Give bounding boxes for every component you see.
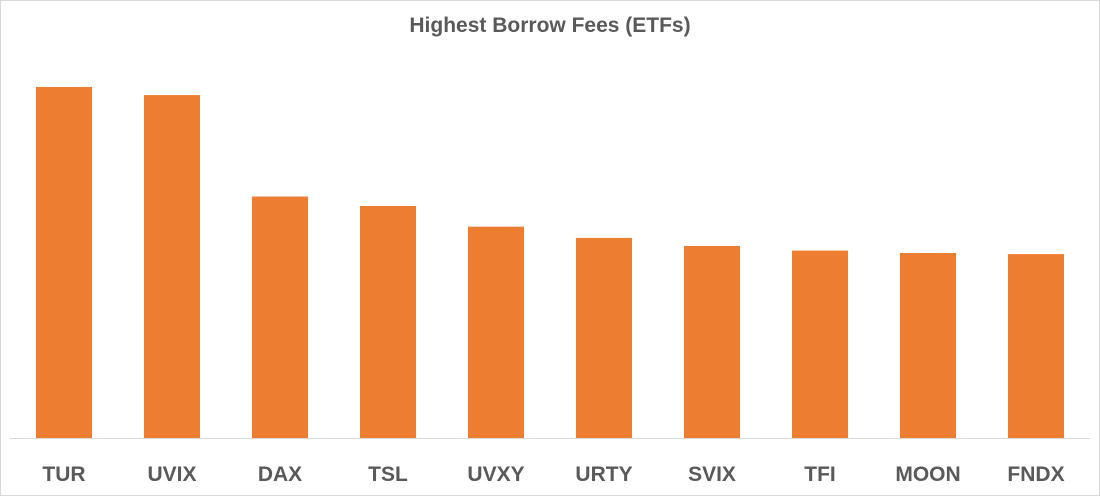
- bar-tsl: [360, 206, 416, 438]
- x-tick-label-svix: SVIX: [688, 463, 736, 486]
- bar-uvxy: [468, 226, 524, 438]
- bar-moon: [900, 253, 956, 438]
- x-tick-label-tfi: TFI: [804, 463, 836, 486]
- bars-group: [36, 87, 1064, 438]
- x-tick-label-dax: DAX: [258, 463, 302, 486]
- bar-tur: [36, 87, 92, 438]
- x-tick-label-urty: URTY: [575, 463, 632, 486]
- x-tick-label-uvxy: UVXY: [467, 463, 524, 486]
- bar-urty: [576, 237, 632, 438]
- x-tick-label-moon: MOON: [895, 463, 960, 486]
- x-tick-label-tsl: TSL: [368, 463, 408, 486]
- bar-tfi: [792, 250, 848, 438]
- bar-dax: [252, 196, 308, 438]
- x-tick-labels: TUR UVIX DAX TSL UVXY URTY SVIX TFI MOON FNDX: [42, 463, 1064, 486]
- bar-svix: [684, 246, 740, 438]
- x-tick-label-fndx: FNDX: [1007, 463, 1064, 486]
- chart-title: Highest Borrow Fees (ETFs): [409, 14, 691, 37]
- x-tick-label-tur: TUR: [42, 463, 85, 486]
- bar-uvix: [144, 95, 200, 438]
- x-tick-label-uvix: UVIX: [147, 463, 196, 486]
- bar-fndx: [1008, 254, 1064, 438]
